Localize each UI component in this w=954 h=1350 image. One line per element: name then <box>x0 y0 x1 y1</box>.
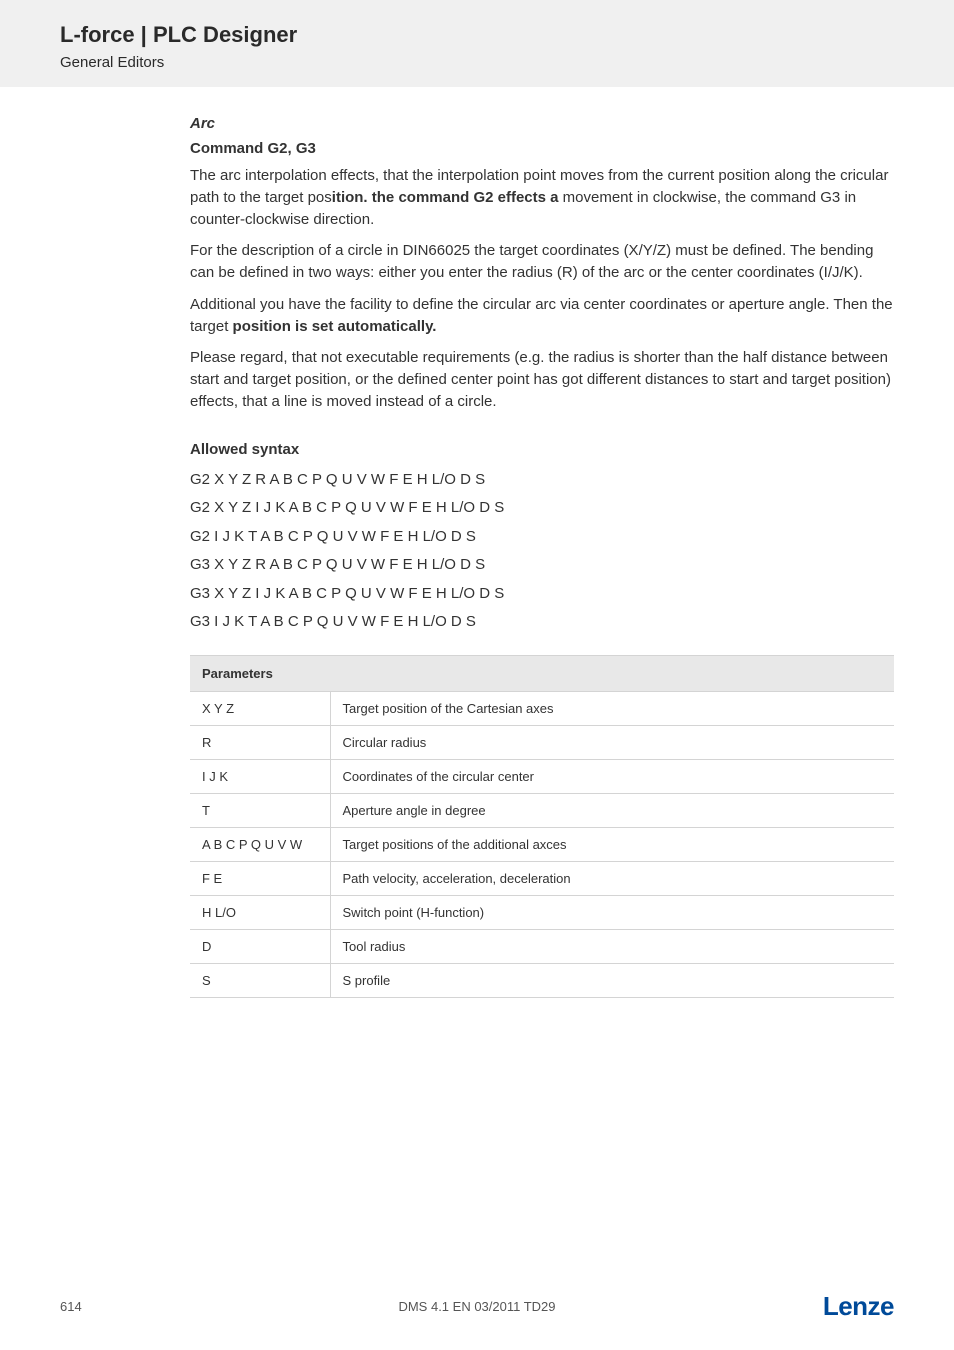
param-key: T <box>190 793 330 827</box>
syntax-heading: Allowed syntax <box>190 441 894 458</box>
page-number: 614 <box>60 1299 82 1314</box>
param-key: D <box>190 929 330 963</box>
param-val: Tool radius <box>330 929 894 963</box>
paragraph-2: For the description of a circle in DIN66… <box>190 240 894 284</box>
syntax-line: G2 I J K T A B C P Q U V W F E H L/O D S <box>190 523 894 552</box>
param-val: Circular radius <box>330 725 894 759</box>
header-subtitle: General Editors <box>60 54 894 71</box>
header-title: L-force | PLC Designer <box>60 22 894 48</box>
param-key: I J K <box>190 759 330 793</box>
footer: 614 DMS 4.1 EN 03/2011 TD29 Lenze <box>0 1291 954 1322</box>
syntax-line: G3 I J K T A B C P Q U V W F E H L/O D S <box>190 608 894 637</box>
content-area: Arc Command G2, G3 The arc interpolation… <box>0 87 954 998</box>
table-row: F EPath velocity, acceleration, decelera… <box>190 861 894 895</box>
para1-bold: ition. the command G2 effects a <box>332 189 559 206</box>
param-key: S <box>190 963 330 997</box>
table-row: RCircular radius <box>190 725 894 759</box>
param-key: R <box>190 725 330 759</box>
param-val: Switch point (H-function) <box>330 895 894 929</box>
table-header-parameters: Parameters <box>190 655 330 691</box>
paragraph-3: Additional you have the facility to defi… <box>190 294 894 338</box>
header-band: L-force | PLC Designer General Editors <box>0 0 954 87</box>
param-val: Path velocity, acceleration, deceleratio… <box>330 861 894 895</box>
lenze-logo: Lenze <box>823 1291 894 1322</box>
table-row: X Y ZTarget position of the Cartesian ax… <box>190 691 894 725</box>
syntax-line: G3 X Y Z R A B C P Q U V W F E H L/O D S <box>190 551 894 580</box>
paragraph-1: The arc interpolation effects, that the … <box>190 165 894 230</box>
param-key: A B C P Q U V W <box>190 827 330 861</box>
syntax-line: G2 X Y Z R A B C P Q U V W F E H L/O D S <box>190 466 894 495</box>
param-key: F E <box>190 861 330 895</box>
table-row: I J KCoordinates of the circular center <box>190 759 894 793</box>
param-val: Coordinates of the circular center <box>330 759 894 793</box>
section-heading-arc: Arc <box>190 115 894 132</box>
table-row: A B C P Q U V WTarget positions of the a… <box>190 827 894 861</box>
param-key: X Y Z <box>190 691 330 725</box>
param-val: Target positions of the additional axces <box>330 827 894 861</box>
footer-center-text: DMS 4.1 EN 03/2011 TD29 <box>398 1299 555 1314</box>
table-row: SS profile <box>190 963 894 997</box>
syntax-line: G3 X Y Z I J K A B C P Q U V W F E H L/O… <box>190 580 894 609</box>
param-key: H L/O <box>190 895 330 929</box>
param-val: Target position of the Cartesian axes <box>330 691 894 725</box>
parameters-table: Parameters X Y ZTarget position of the C… <box>190 655 894 998</box>
param-val: Aperture angle in degree <box>330 793 894 827</box>
para3-bold: position is set automatically. <box>233 318 437 335</box>
table-row: DTool radius <box>190 929 894 963</box>
paragraph-4: Please regard, that not executable requi… <box>190 347 894 412</box>
table-row: TAperture angle in degree <box>190 793 894 827</box>
section-heading-command: Command G2, G3 <box>190 140 894 157</box>
param-val: S profile <box>330 963 894 997</box>
table-header-empty <box>330 655 894 691</box>
syntax-line: G2 X Y Z I J K A B C P Q U V W F E H L/O… <box>190 494 894 523</box>
table-row: H L/OSwitch point (H-function) <box>190 895 894 929</box>
